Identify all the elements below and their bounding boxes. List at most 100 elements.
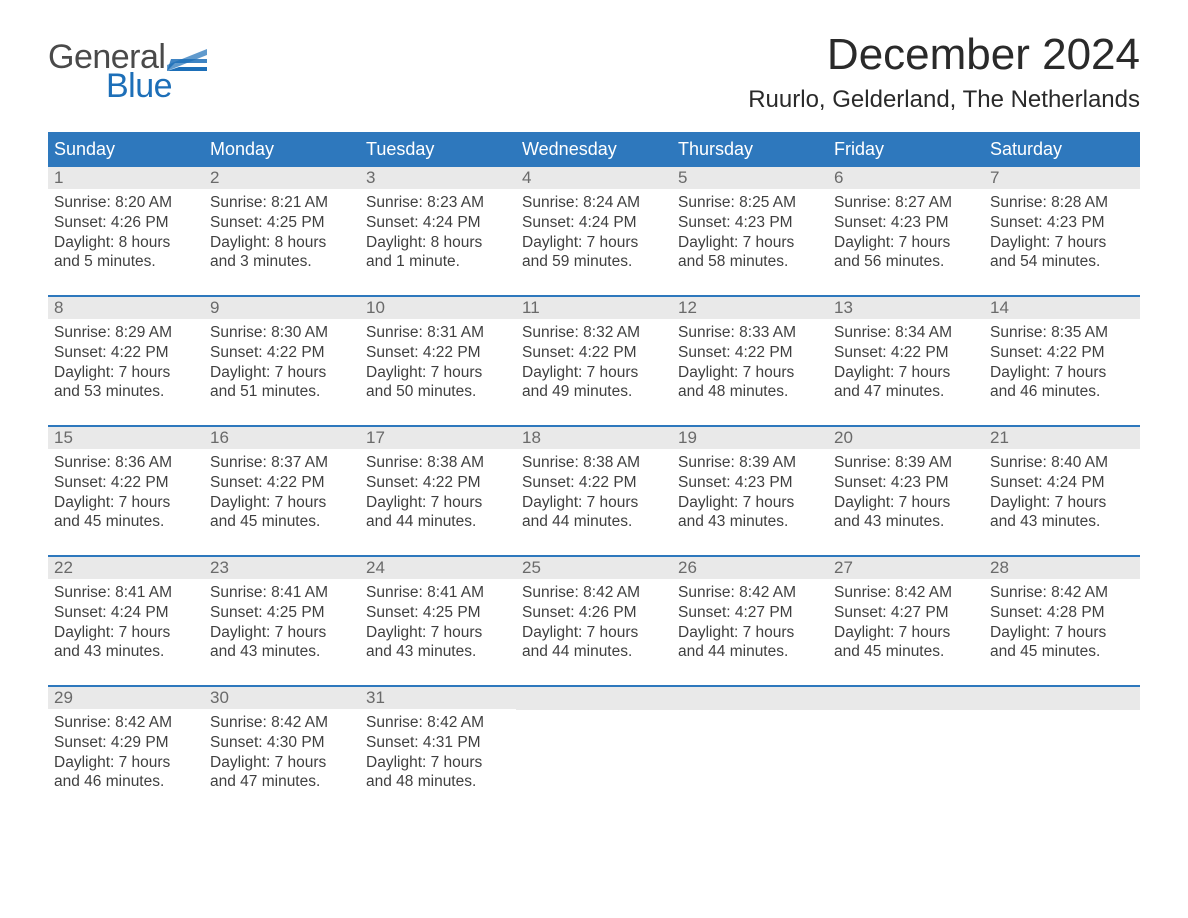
- daylight-line-1: Daylight: 7 hours: [678, 233, 822, 253]
- weekday-header: Friday: [828, 132, 984, 167]
- sunset-line: Sunset: 4:29 PM: [54, 733, 198, 753]
- daylight-line-1: Daylight: 7 hours: [990, 363, 1134, 383]
- weekday-header-row: SundayMondayTuesdayWednesdayThursdayFrid…: [48, 132, 1140, 167]
- day-cell: 1Sunrise: 8:20 AMSunset: 4:26 PMDaylight…: [48, 167, 204, 295]
- daylight-line-2: and 44 minutes.: [366, 512, 510, 532]
- day-cell: 7Sunrise: 8:28 AMSunset: 4:23 PMDaylight…: [984, 167, 1140, 295]
- sunrise-line: Sunrise: 8:39 AM: [834, 453, 978, 473]
- daylight-line-2: and 43 minutes.: [366, 642, 510, 662]
- daylight-line-1: Daylight: 7 hours: [54, 623, 198, 643]
- sunrise-line: Sunrise: 8:33 AM: [678, 323, 822, 343]
- day-number: 17: [360, 427, 516, 449]
- day-details: Sunrise: 8:42 AMSunset: 4:31 PMDaylight:…: [360, 709, 516, 794]
- sunrise-line: Sunrise: 8:42 AM: [834, 583, 978, 603]
- sunset-line: Sunset: 4:25 PM: [366, 603, 510, 623]
- sunrise-line: Sunrise: 8:20 AM: [54, 193, 198, 213]
- day-cell: 27Sunrise: 8:42 AMSunset: 4:27 PMDayligh…: [828, 557, 984, 685]
- sunrise-line: Sunrise: 8:29 AM: [54, 323, 198, 343]
- day-cell: 13Sunrise: 8:34 AMSunset: 4:22 PMDayligh…: [828, 297, 984, 425]
- daylight-line-1: Daylight: 7 hours: [366, 363, 510, 383]
- week-row: 1Sunrise: 8:20 AMSunset: 4:26 PMDaylight…: [48, 167, 1140, 295]
- daylight-line-1: Daylight: 7 hours: [210, 493, 354, 513]
- brand-logo: General Blue: [48, 30, 207, 106]
- day-number: 23: [204, 557, 360, 579]
- daylight-line-1: Daylight: 8 hours: [210, 233, 354, 253]
- daylight-line-2: and 46 minutes.: [990, 382, 1134, 402]
- day-details: Sunrise: 8:21 AMSunset: 4:25 PMDaylight:…: [204, 189, 360, 274]
- header-area: General Blue December 2024 Ruurlo, Gelde…: [48, 30, 1140, 114]
- daylight-line-1: Daylight: 7 hours: [54, 493, 198, 513]
- sunrise-line: Sunrise: 8:38 AM: [366, 453, 510, 473]
- day-details: Sunrise: 8:30 AMSunset: 4:22 PMDaylight:…: [204, 319, 360, 404]
- month-title: December 2024: [748, 30, 1140, 80]
- day-cell: [984, 687, 1140, 815]
- day-number: 28: [984, 557, 1140, 579]
- sunset-line: Sunset: 4:23 PM: [990, 213, 1134, 233]
- day-number: 13: [828, 297, 984, 319]
- daylight-line-2: and 53 minutes.: [54, 382, 198, 402]
- sunset-line: Sunset: 4:23 PM: [834, 473, 978, 493]
- day-cell: 24Sunrise: 8:41 AMSunset: 4:25 PMDayligh…: [360, 557, 516, 685]
- sunset-line: Sunset: 4:25 PM: [210, 213, 354, 233]
- day-details: Sunrise: 8:42 AMSunset: 4:30 PMDaylight:…: [204, 709, 360, 794]
- calendar: SundayMondayTuesdayWednesdayThursdayFrid…: [48, 132, 1140, 815]
- daylight-line-2: and 43 minutes.: [678, 512, 822, 532]
- daylight-line-1: Daylight: 7 hours: [990, 493, 1134, 513]
- sunset-line: Sunset: 4:22 PM: [678, 343, 822, 363]
- day-number: 29: [48, 687, 204, 709]
- day-cell: 30Sunrise: 8:42 AMSunset: 4:30 PMDayligh…: [204, 687, 360, 815]
- day-number: [984, 687, 1140, 710]
- day-cell: [516, 687, 672, 815]
- day-details: Sunrise: 8:41 AMSunset: 4:25 PMDaylight:…: [360, 579, 516, 664]
- day-cell: 28Sunrise: 8:42 AMSunset: 4:28 PMDayligh…: [984, 557, 1140, 685]
- day-number: [516, 687, 672, 710]
- weekday-header: Tuesday: [360, 132, 516, 167]
- sunset-line: Sunset: 4:26 PM: [54, 213, 198, 233]
- sunrise-line: Sunrise: 8:21 AM: [210, 193, 354, 213]
- sunset-line: Sunset: 4:30 PM: [210, 733, 354, 753]
- daylight-line-2: and 43 minutes.: [990, 512, 1134, 532]
- daylight-line-2: and 54 minutes.: [990, 252, 1134, 272]
- day-cell: 23Sunrise: 8:41 AMSunset: 4:25 PMDayligh…: [204, 557, 360, 685]
- daylight-line-1: Daylight: 7 hours: [678, 363, 822, 383]
- sunrise-line: Sunrise: 8:42 AM: [990, 583, 1134, 603]
- daylight-line-1: Daylight: 7 hours: [54, 363, 198, 383]
- day-number: 16: [204, 427, 360, 449]
- day-number: 30: [204, 687, 360, 709]
- day-details: Sunrise: 8:38 AMSunset: 4:22 PMDaylight:…: [360, 449, 516, 534]
- sunset-line: Sunset: 4:22 PM: [522, 343, 666, 363]
- sunrise-line: Sunrise: 8:40 AM: [990, 453, 1134, 473]
- sunrise-line: Sunrise: 8:24 AM: [522, 193, 666, 213]
- day-number: 15: [48, 427, 204, 449]
- daylight-line-1: Daylight: 7 hours: [54, 753, 198, 773]
- daylight-line-2: and 56 minutes.: [834, 252, 978, 272]
- day-cell: 19Sunrise: 8:39 AMSunset: 4:23 PMDayligh…: [672, 427, 828, 555]
- daylight-line-2: and 58 minutes.: [678, 252, 822, 272]
- daylight-line-1: Daylight: 7 hours: [522, 233, 666, 253]
- day-details: Sunrise: 8:42 AMSunset: 4:28 PMDaylight:…: [984, 579, 1140, 664]
- day-cell: 26Sunrise: 8:42 AMSunset: 4:27 PMDayligh…: [672, 557, 828, 685]
- sunrise-line: Sunrise: 8:41 AM: [54, 583, 198, 603]
- sunset-line: Sunset: 4:23 PM: [678, 473, 822, 493]
- daylight-line-2: and 51 minutes.: [210, 382, 354, 402]
- day-details: Sunrise: 8:34 AMSunset: 4:22 PMDaylight:…: [828, 319, 984, 404]
- day-cell: 21Sunrise: 8:40 AMSunset: 4:24 PMDayligh…: [984, 427, 1140, 555]
- day-details: Sunrise: 8:42 AMSunset: 4:29 PMDaylight:…: [48, 709, 204, 794]
- day-details: Sunrise: 8:35 AMSunset: 4:22 PMDaylight:…: [984, 319, 1140, 404]
- sunset-line: Sunset: 4:22 PM: [366, 343, 510, 363]
- sunrise-line: Sunrise: 8:30 AM: [210, 323, 354, 343]
- day-number: 12: [672, 297, 828, 319]
- sunset-line: Sunset: 4:22 PM: [990, 343, 1134, 363]
- day-cell: 16Sunrise: 8:37 AMSunset: 4:22 PMDayligh…: [204, 427, 360, 555]
- daylight-line-2: and 43 minutes.: [210, 642, 354, 662]
- day-details: Sunrise: 8:37 AMSunset: 4:22 PMDaylight:…: [204, 449, 360, 534]
- day-number: 20: [828, 427, 984, 449]
- day-number: 26: [672, 557, 828, 579]
- title-block: December 2024 Ruurlo, Gelderland, The Ne…: [748, 30, 1140, 114]
- day-number: 10: [360, 297, 516, 319]
- day-number: 19: [672, 427, 828, 449]
- day-cell: 25Sunrise: 8:42 AMSunset: 4:26 PMDayligh…: [516, 557, 672, 685]
- daylight-line-1: Daylight: 7 hours: [834, 363, 978, 383]
- day-cell: 12 Sunrise: 8:33 AMSunset: 4:22 PMDayligh…: [672, 297, 828, 425]
- day-number: 24: [360, 557, 516, 579]
